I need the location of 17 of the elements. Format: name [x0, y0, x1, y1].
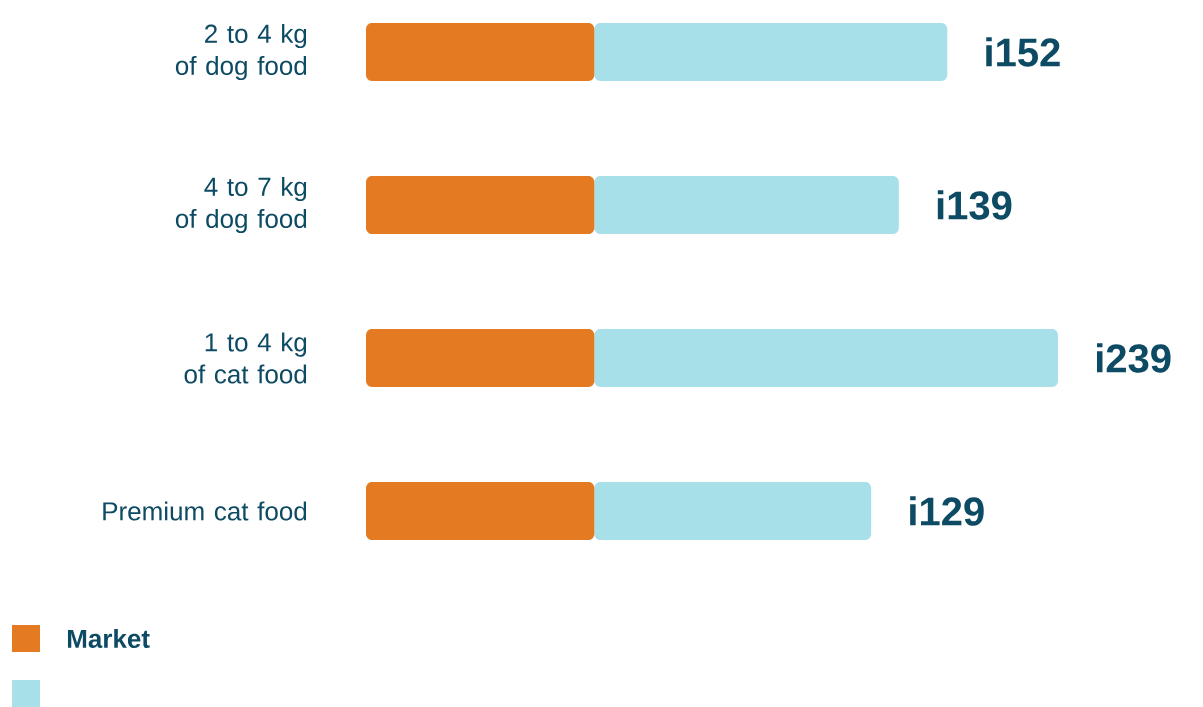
bar: [366, 482, 595, 540]
bar: [366, 176, 595, 234]
bar: [366, 329, 595, 387]
y-tick-label: Premium cat food: [103, 501, 307, 521]
total-label: i139: [937, 190, 1012, 220]
y-tick-label: 4 to 7 kg of dog food: [175, 176, 307, 234]
total-label: i129: [910, 496, 984, 526]
total-label: i152: [986, 37, 1060, 67]
bar: [594, 176, 899, 234]
bar: [594, 329, 1058, 387]
bar: [366, 23, 595, 81]
legend-label: Market: [67, 628, 150, 649]
bar: [594, 482, 872, 540]
bar: [594, 23, 948, 81]
y-tick-label: 2 to 4 kg of dog food: [175, 23, 307, 81]
y-tick-label: 1 to 4 kg of cat food: [184, 332, 307, 384]
total-label: i239: [1096, 343, 1171, 373]
